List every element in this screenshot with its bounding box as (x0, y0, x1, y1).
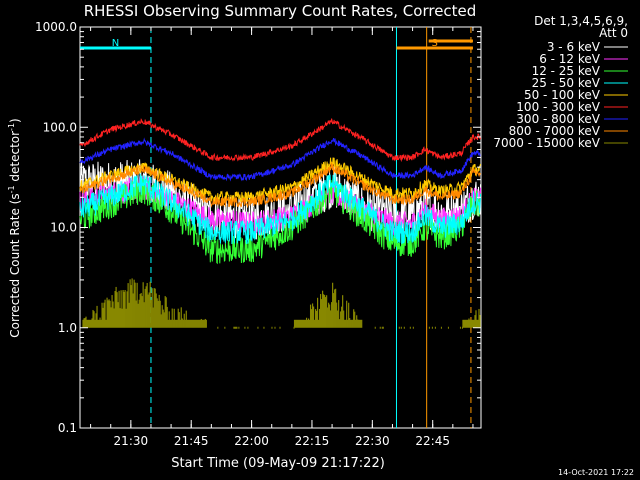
y-tick-label: 0.1 (58, 421, 77, 435)
series-line (79, 157, 481, 205)
series-line (79, 137, 481, 182)
series-7000-15000-bars (82, 278, 481, 329)
x-tick-label: 22:30 (355, 434, 390, 448)
x-tick-label: 22:00 (234, 434, 269, 448)
legend-item-label: 50 - 100 keV (524, 88, 601, 102)
y-tick-label: 1.0 (58, 321, 77, 335)
legend-header: Att 0 (599, 26, 628, 40)
footer-timestamp: 14-Oct-2021 17:22 (558, 468, 634, 477)
x-tick-label: 21:30 (114, 434, 149, 448)
legend-item-label: 300 - 800 keV (516, 112, 600, 126)
flag-label: N (112, 38, 119, 49)
x-tick-label: 22:45 (415, 434, 450, 448)
legend-item-label: 25 - 50 keV (532, 76, 601, 90)
series-line (79, 176, 481, 265)
legend-item-label: 6 - 12 keV (539, 52, 601, 66)
y-axis-label: Corrected Count Rate (s-1 detector-1) (7, 118, 22, 337)
series-line (79, 118, 481, 163)
series-line (79, 173, 481, 245)
x-tick-label: 21:45 (174, 434, 209, 448)
chart-title: RHESSI Observing Summary Count Rates, Co… (84, 2, 477, 20)
legend-item-label: 100 - 300 keV (516, 100, 600, 114)
legend-item-label: 12 - 25 keV (532, 64, 601, 78)
flag-label: S (432, 38, 438, 49)
y-tick-label: 10.0 (50, 221, 77, 235)
x-tick-label: 22:15 (295, 434, 330, 448)
y-tick-label: 1000.0 (35, 20, 77, 34)
y-tick-label: 100.0 (43, 120, 77, 134)
legend-header: Det 1,3,4,5,6,9, (534, 14, 628, 28)
legend-item-label: 3 - 6 keV (547, 40, 601, 54)
series-line (79, 161, 481, 209)
legend-item-label: 7000 - 15000 keV (493, 136, 600, 150)
legend-item-label: 800 - 7000 keV (509, 124, 601, 138)
x-axis-label: Start Time (09-May-09 21:17:22) (171, 456, 385, 471)
